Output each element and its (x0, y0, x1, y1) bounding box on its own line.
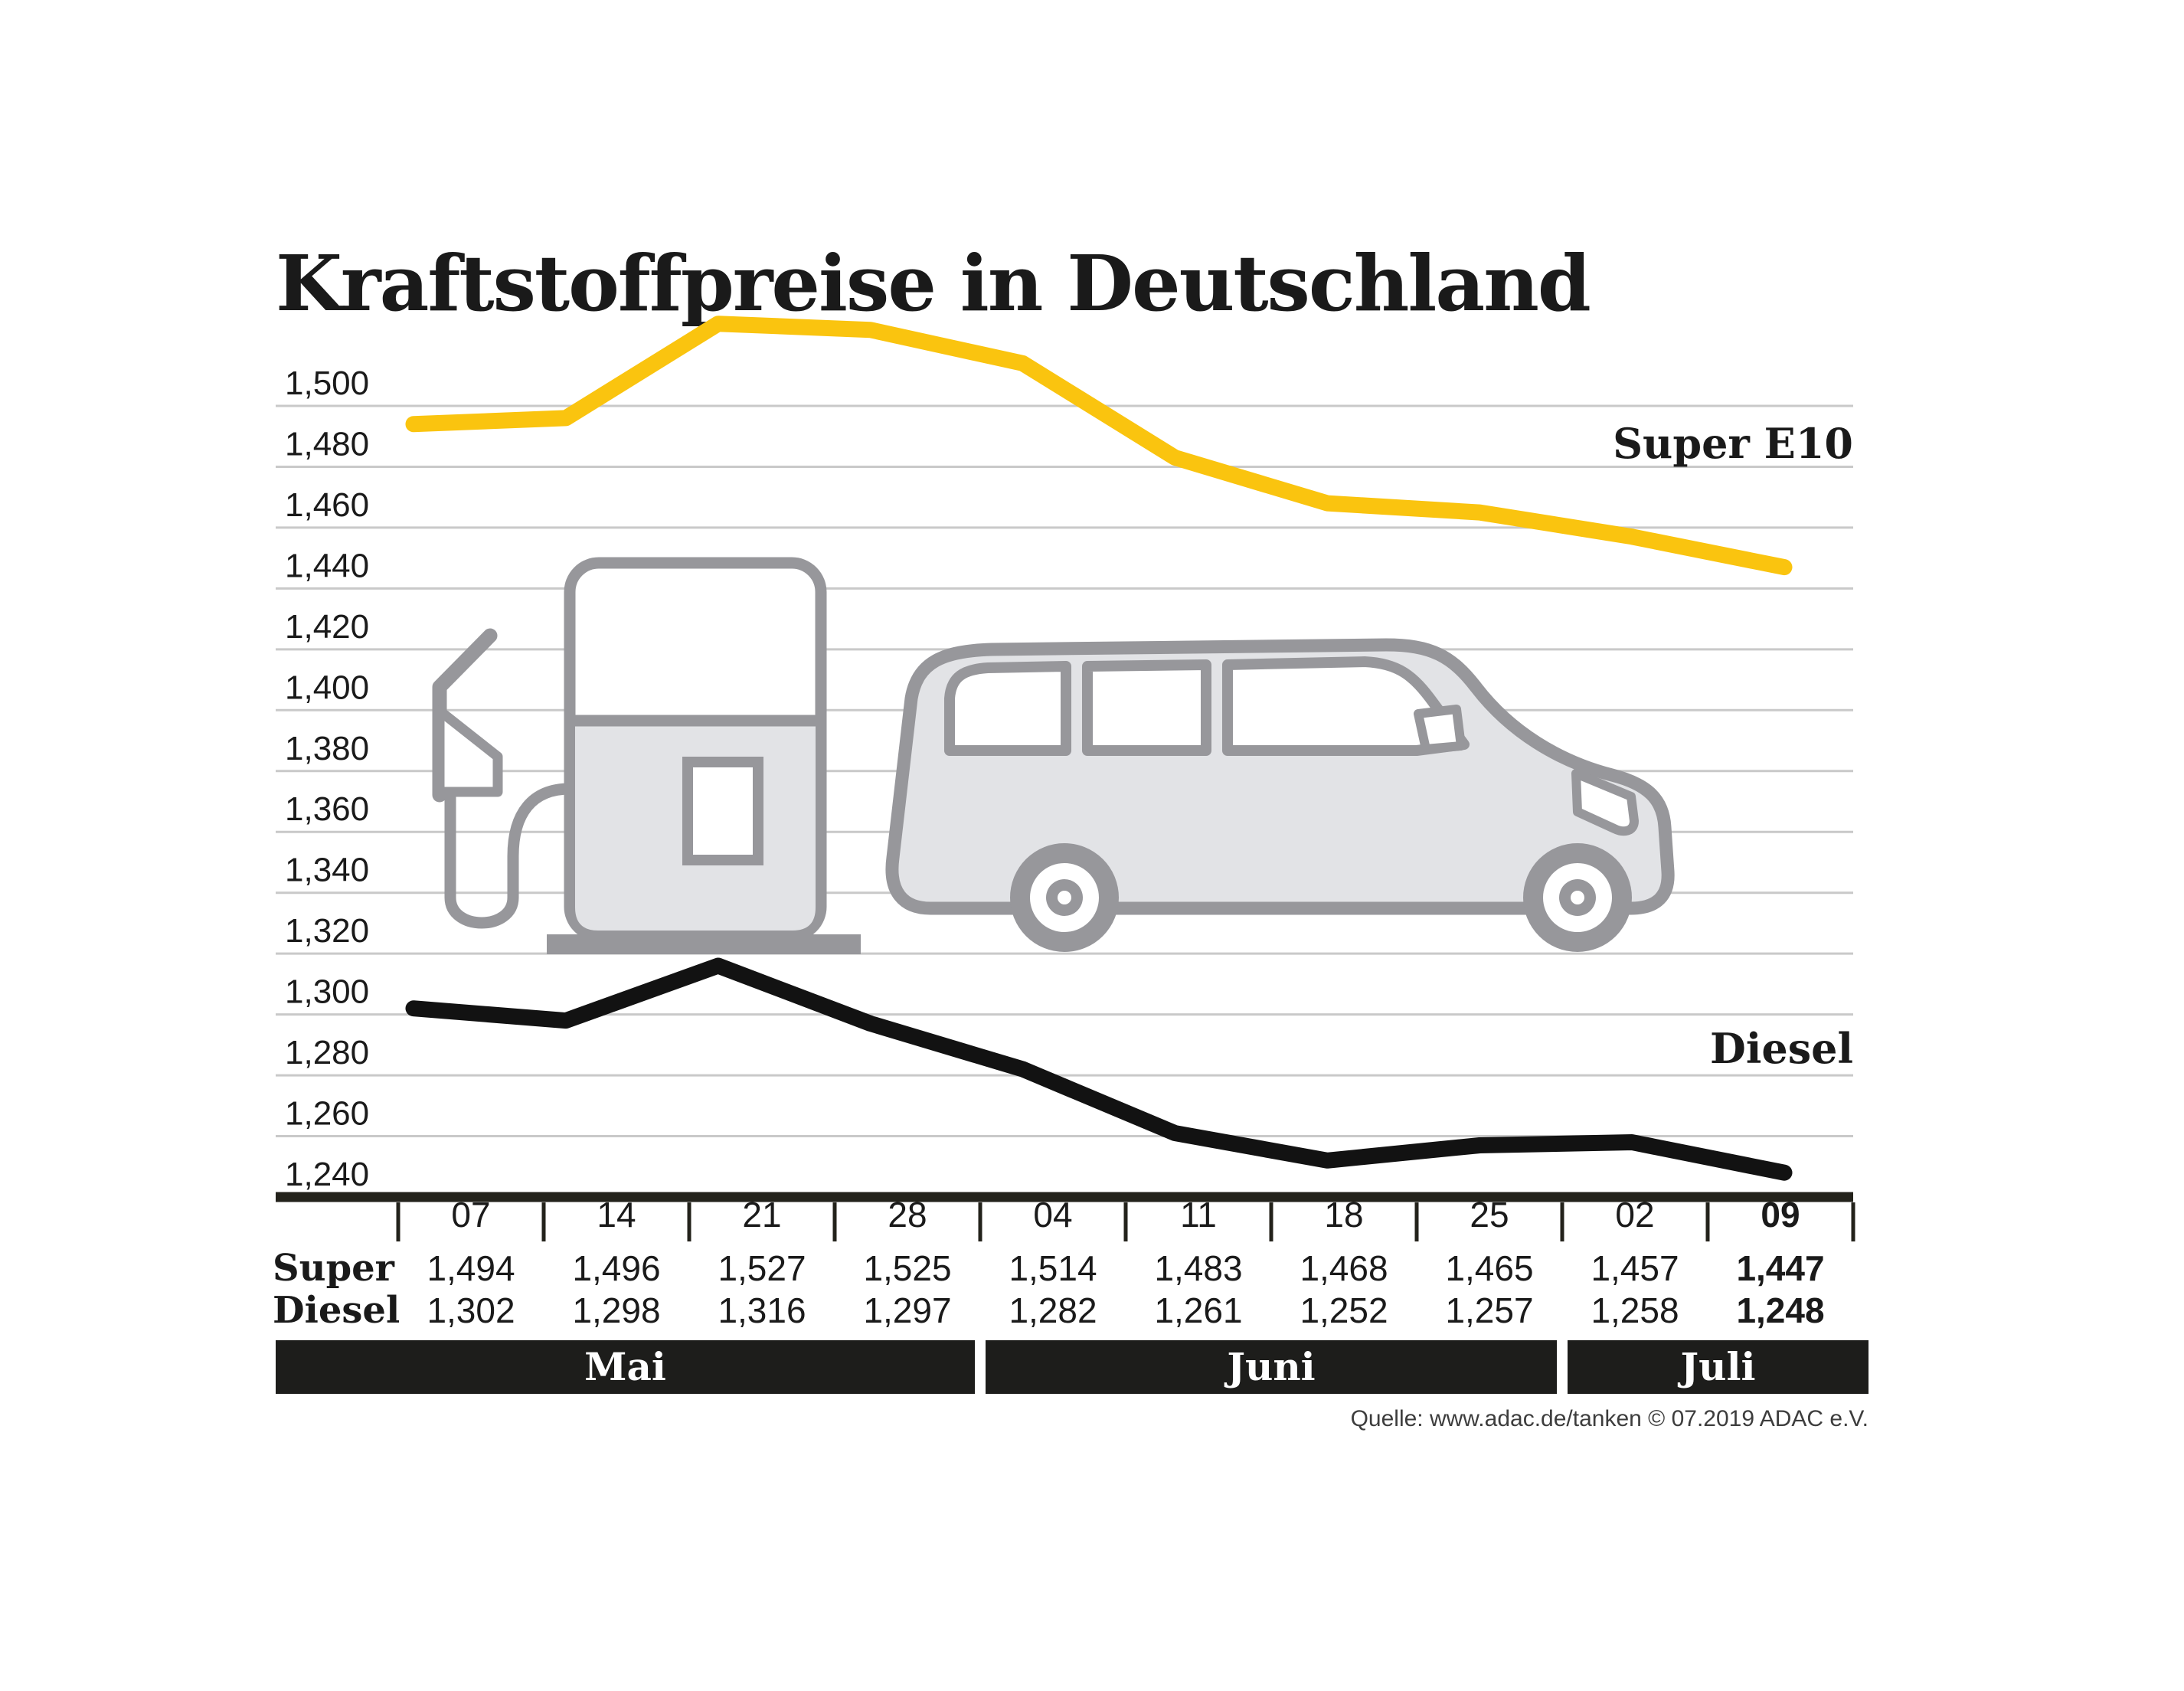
x-axis-label: 07 (451, 1195, 490, 1235)
price-value-super: 1,447 (1736, 1248, 1824, 1288)
y-axis-tick-label: 1,260 (285, 1095, 369, 1133)
car-window-rear (944, 661, 1071, 756)
price-value-super: 1,457 (1591, 1248, 1679, 1288)
price-value-super: 1,525 (863, 1248, 951, 1288)
price-value-diesel: 1,302 (427, 1290, 515, 1330)
month-band (986, 1340, 1557, 1394)
price-value-super: 1,496 (572, 1248, 660, 1288)
price-value-diesel: 1,248 (1736, 1290, 1824, 1330)
series-lines (405, 316, 1793, 1181)
price-value-super: 1,494 (427, 1248, 515, 1288)
fuel-pump-icon (432, 557, 861, 954)
y-axis-tick-label: 1,320 (285, 912, 369, 950)
month-bands: Mai Juni Juli (276, 1340, 1868, 1394)
y-axis-tick-label: 1,380 (285, 730, 369, 767)
car-headlight (1571, 769, 1639, 836)
month-label: Juni (1224, 1344, 1315, 1389)
series-line-super (405, 316, 1793, 576)
x-axis (276, 1192, 1855, 1241)
price-table: Super 1,494 1,496 1,527 1,525 1,514 1,483 1,468… (273, 1247, 1825, 1332)
x-axis-label: 11 (1180, 1195, 1217, 1235)
page-title: Kraftstoffpreise in Deutschland (276, 238, 1590, 329)
x-axis-label: 18 (1324, 1195, 1363, 1235)
y-axis-tick-label: 1,400 (285, 669, 369, 706)
x-axis-label: 21 (742, 1195, 781, 1235)
x-axis-label: 09 (1761, 1195, 1800, 1235)
price-value-diesel: 1,297 (863, 1290, 951, 1330)
price-value-diesel: 1,316 (718, 1290, 806, 1330)
y-axis-tick-label: 1,280 (285, 1034, 369, 1071)
x-axis-label: 25 (1470, 1195, 1509, 1235)
y-axis-labels: 1,500 1,480 1,460 1,440 1,420 1,400 1,380 1,360… (285, 365, 369, 1193)
price-value-super: 1,514 (1009, 1248, 1097, 1288)
x-axis-label: 02 (1615, 1195, 1654, 1235)
month-band (1568, 1340, 1868, 1394)
month-label: Juli (1678, 1344, 1756, 1389)
y-axis-tick-label: 1,420 (285, 608, 369, 646)
x-axis-label: 04 (1033, 1195, 1072, 1235)
legend-diesel: Diesel (1710, 1024, 1853, 1073)
car-window-middle (1082, 659, 1211, 756)
source-note: Quelle: www.adac.de/tanken © 07.2019 ADA… (1351, 1406, 1868, 1431)
y-axis-tick-label: 1,360 (285, 790, 369, 828)
y-axis-tick-label: 1,480 (285, 425, 369, 463)
x-axis-label: 14 (597, 1195, 636, 1235)
pump-hose (444, 783, 576, 929)
price-value-super: 1,527 (718, 1248, 806, 1288)
price-value-super: 1,468 (1300, 1248, 1388, 1288)
price-value-super: 1,483 (1154, 1248, 1242, 1288)
x-axis-label: 28 (888, 1195, 927, 1235)
pump-window (682, 757, 763, 865)
price-value-diesel: 1,252 (1300, 1290, 1388, 1330)
price-value-diesel: 1,261 (1154, 1290, 1242, 1330)
series-line-diesel (405, 957, 1793, 1181)
row-label-diesel: Diesel (273, 1289, 400, 1332)
y-axis-tick-label: 1,500 (285, 365, 369, 402)
price-value-diesel: 1,258 (1591, 1290, 1679, 1330)
car-window-front (1222, 656, 1470, 756)
y-axis-tick-label: 1,460 (285, 486, 369, 524)
x-axis-labels: 07 14 21 28 04 11 18 25 02 09 (451, 1195, 1800, 1235)
pump-nozzle-handle (434, 705, 503, 797)
y-axis-tick-label: 1,240 (285, 1156, 369, 1193)
y-axis-tick-label: 1,340 (285, 852, 369, 889)
y-axis-tick-label: 1,300 (285, 973, 369, 1011)
price-value-diesel: 1,257 (1445, 1290, 1533, 1330)
legend-super-e10: Super E10 (1613, 419, 1853, 468)
car-icon (885, 638, 1675, 952)
car-mirror (1414, 705, 1466, 754)
row-label-super: Super (273, 1247, 395, 1290)
price-value-diesel: 1,298 (572, 1290, 660, 1330)
price-value-super: 1,465 (1445, 1248, 1533, 1288)
month-label: Mai (584, 1344, 666, 1389)
price-value-diesel: 1,282 (1009, 1290, 1097, 1330)
y-axis-tick-label: 1,440 (285, 547, 369, 584)
car-wheel-front (1523, 843, 1632, 952)
pump-base (547, 934, 861, 954)
car-wheel-rear (1010, 843, 1119, 952)
month-band (276, 1340, 975, 1394)
